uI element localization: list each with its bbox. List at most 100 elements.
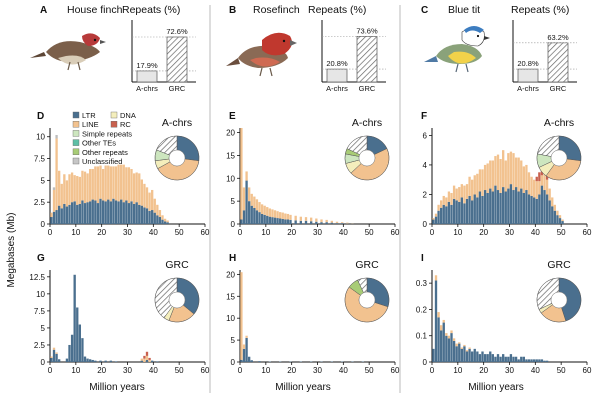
y-tick-label: 0 — [231, 358, 236, 367]
bar-line — [535, 181, 538, 199]
bar-ltr — [507, 188, 510, 224]
bar-ltr — [89, 201, 92, 224]
bar-line — [104, 165, 107, 202]
bar-ltr — [258, 361, 261, 362]
bar-rc — [535, 176, 538, 182]
bar-line — [455, 188, 458, 201]
bar-line — [122, 164, 125, 203]
y-tick-label: 7.5 — [34, 307, 46, 316]
bar-ltr — [341, 223, 344, 224]
bar-ltr — [151, 210, 154, 224]
bar-ltr — [517, 191, 520, 224]
bar-ltr — [258, 212, 261, 224]
x-tick-label: 40 — [531, 366, 540, 375]
panel-label-i: I — [421, 253, 424, 264]
x-tick-label: 0 — [238, 366, 243, 375]
bar-ltr — [499, 356, 502, 362]
bar-ltr — [478, 354, 482, 362]
panel-title: A-chrs — [352, 117, 382, 129]
bar-ltr — [476, 351, 479, 362]
bar-ltr — [463, 346, 466, 362]
panel-label-d: D — [37, 111, 44, 122]
bar-ltr — [514, 356, 518, 362]
x-tick-label: 50 — [365, 228, 374, 237]
bar-ltr — [240, 359, 243, 362]
bar-line — [130, 169, 133, 202]
bar-ltr — [520, 188, 523, 224]
bar-ltr — [68, 204, 71, 224]
bar-ltr — [304, 220, 308, 224]
bar-line — [266, 207, 269, 216]
x-tick-label: 50 — [365, 366, 374, 375]
bar-line — [310, 217, 313, 222]
bar-ltr — [517, 359, 520, 362]
x-tick-label: 40 — [149, 366, 158, 375]
bar-ltr — [551, 206, 554, 224]
y-tick-label: 10 — [36, 290, 45, 299]
bar-ltr — [540, 185, 544, 224]
bar-ltr — [315, 221, 318, 224]
bar-line — [465, 350, 469, 352]
bar-line — [465, 184, 469, 199]
bar-ltr — [434, 216, 438, 224]
bar-ltr — [447, 201, 451, 224]
pie-hole — [358, 291, 376, 309]
bar-line — [286, 213, 290, 220]
x-tick-label: 20 — [287, 366, 296, 375]
x-tick-label: 40 — [531, 228, 540, 237]
bar-line — [273, 210, 277, 218]
bar-line — [125, 167, 128, 201]
bar-line — [442, 195, 445, 205]
bar-ltr — [91, 359, 94, 362]
bar-ltr — [112, 198, 115, 224]
bar-line — [452, 338, 456, 341]
bar-line — [315, 218, 318, 222]
y-tick-label: 0 — [41, 358, 46, 367]
bar-ltr — [330, 222, 333, 224]
bar-ltr — [107, 199, 110, 224]
bar-line — [81, 170, 84, 201]
bar-ltr — [507, 356, 510, 362]
bar-line — [525, 164, 528, 191]
bar-ltr — [145, 208, 149, 224]
bar-line — [135, 172, 138, 203]
x-axis-label-g: Million years — [89, 382, 145, 393]
bar-ltr — [512, 356, 515, 362]
bar-line — [281, 212, 284, 219]
bar-ltr — [440, 207, 443, 224]
x-tick-label: 60 — [583, 228, 592, 237]
bar-value-label: 20.8% — [517, 59, 539, 68]
bar-ltr — [166, 222, 169, 224]
bar-ltr — [99, 198, 102, 224]
bar-line — [496, 154, 500, 191]
bar-ltr — [151, 360, 154, 362]
bar-line — [248, 187, 251, 202]
species-name-c: Blue tit — [448, 4, 480, 16]
bar-ltr — [260, 213, 264, 224]
legend-swatch-line — [72, 120, 80, 128]
bar-ltr — [55, 210, 58, 224]
repeat-bar-grc — [166, 36, 188, 83]
bar-value-label: 17.9% — [136, 61, 158, 70]
bar-ltr — [242, 210, 246, 224]
bar-ltr — [483, 190, 487, 224]
bar-ltr — [60, 208, 63, 224]
bar-ltr — [253, 208, 256, 224]
bar-line — [96, 166, 100, 204]
bar-ltr — [91, 199, 94, 224]
x-tick-label: 10 — [71, 366, 80, 375]
species-name-a: House finch — [67, 4, 123, 16]
bar-line — [299, 216, 302, 221]
bar-line — [50, 356, 53, 358]
bar-line — [458, 187, 461, 202]
bar-ltr — [310, 221, 313, 224]
bar-ltr — [55, 353, 58, 362]
panel-label-h: H — [229, 253, 236, 264]
repeats-title-a: Repeats (%) — [122, 4, 180, 16]
bar-ltr — [496, 354, 500, 362]
y-tick-label: 20 — [226, 270, 235, 279]
bar-line — [502, 150, 505, 188]
y-tick-label: 10 — [226, 314, 235, 323]
bar-line — [440, 200, 443, 208]
bar-line — [548, 188, 551, 201]
